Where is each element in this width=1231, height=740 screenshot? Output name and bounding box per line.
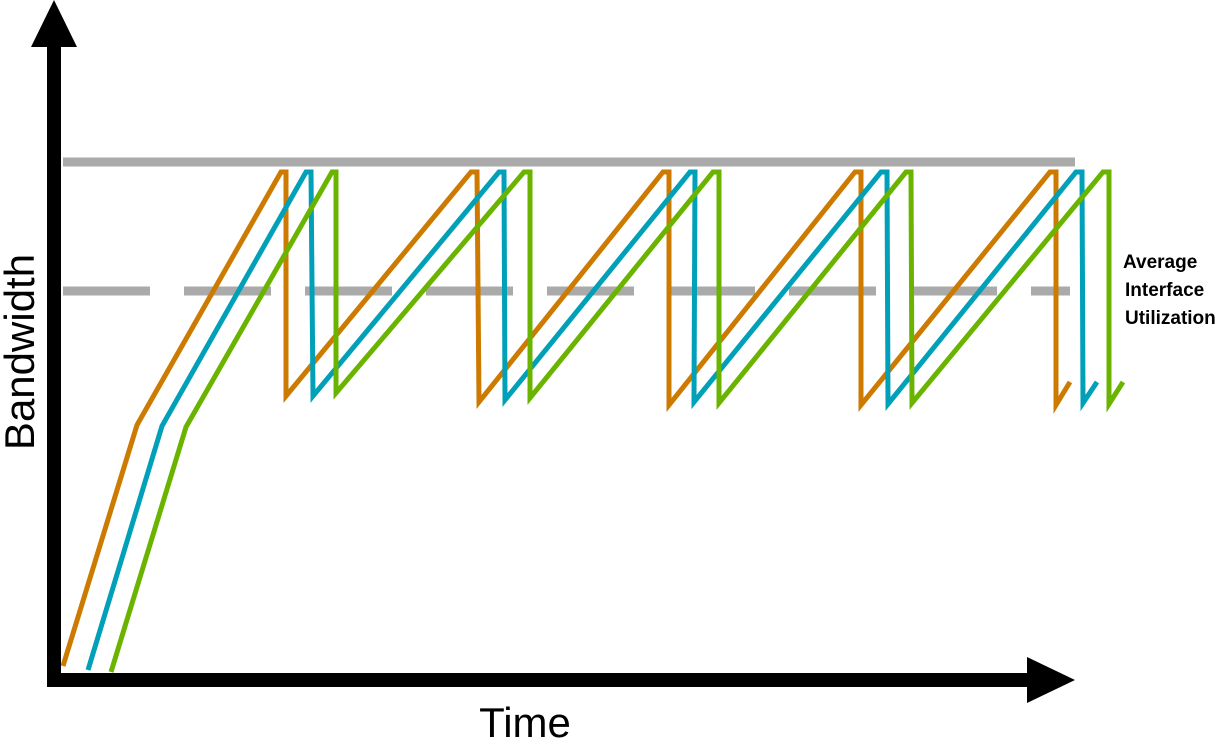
- average-utilization-label-line-3: Utilization: [1125, 308, 1216, 329]
- flow-line-orange: [60, 169, 1073, 667]
- x-axis-label: Time: [479, 699, 571, 740]
- average-utilization-label-line-2: Interface: [1125, 280, 1204, 301]
- tcp-flows: [60, 169, 1126, 673]
- flow-line-green: [108, 169, 1126, 673]
- y-axis-arrowhead: [31, 0, 77, 47]
- average-utilization-label-line-1: Average: [1123, 252, 1197, 273]
- y-axis-label: Bandwidth: [0, 254, 43, 450]
- flow-line-blue: [85, 169, 1100, 671]
- x-axis-arrowhead: [1027, 657, 1075, 703]
